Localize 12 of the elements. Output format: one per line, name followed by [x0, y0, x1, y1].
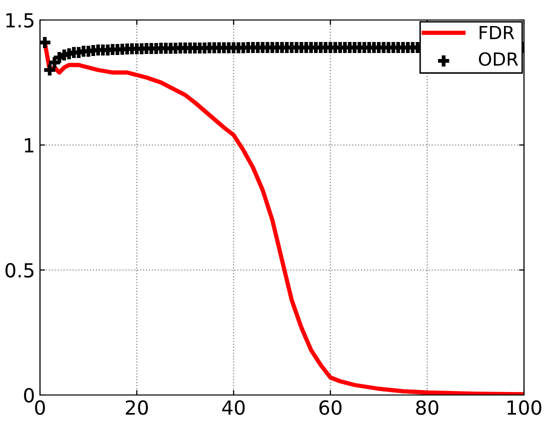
x-tick-label: 80 — [416, 400, 438, 415]
x-tick-label: 20 — [126, 400, 148, 415]
x-tick-label: 100 — [508, 400, 542, 415]
x-tick-label: 40 — [222, 400, 245, 415]
legend-label: FDR — [480, 26, 514, 40]
y-tick-label: 1.5 — [6, 13, 34, 28]
y-tick-label: 0 — [24, 388, 34, 403]
legend-label: ODR — [478, 52, 518, 66]
x-tick-label: 0 — [35, 400, 45, 415]
y-tick-label: 1 — [24, 138, 34, 152]
x-tick-label: 60 — [319, 400, 342, 415]
y-tick-label: 0.5 — [6, 262, 34, 278]
